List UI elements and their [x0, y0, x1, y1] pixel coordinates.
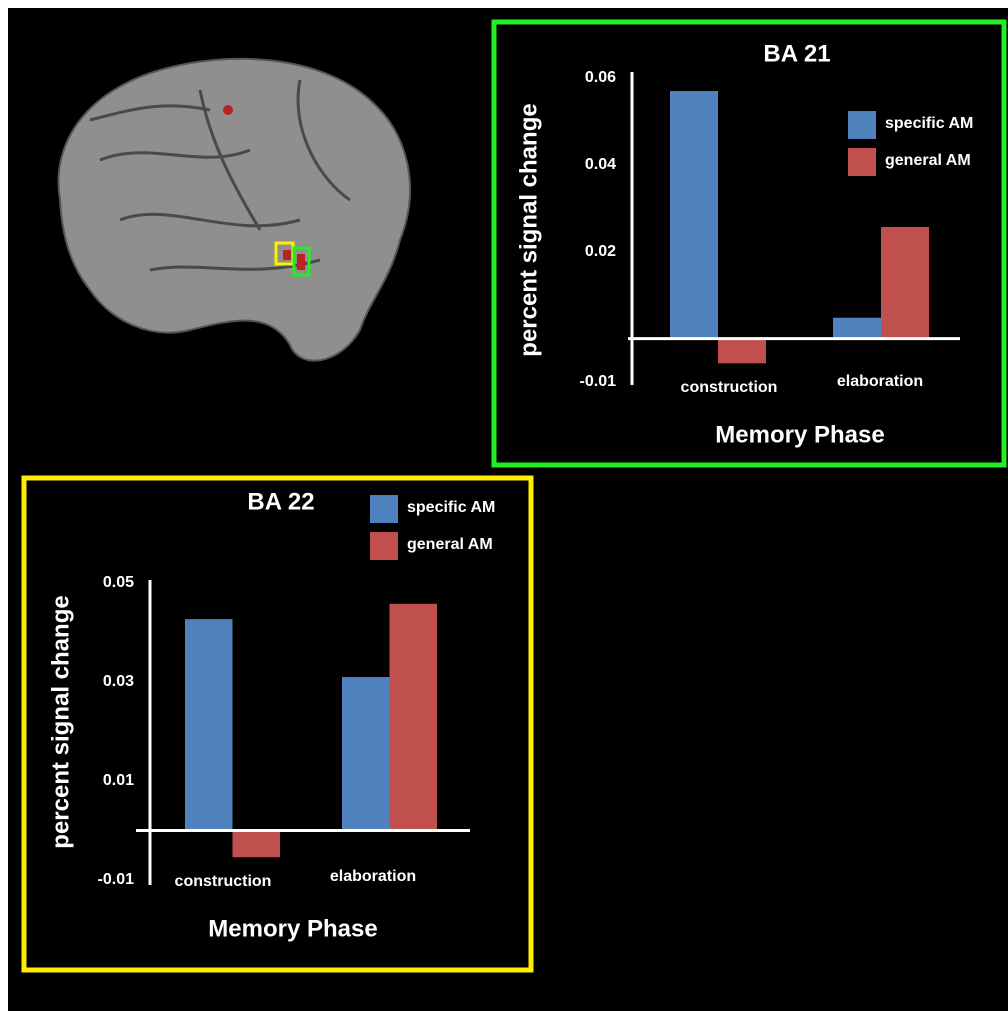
x-tick-label: elaboration [330, 868, 416, 885]
y-tick-label: 0.01 [103, 772, 134, 789]
legend-label: specific AM [885, 115, 973, 132]
y-tick-label: 0.03 [103, 673, 134, 690]
bar [185, 619, 233, 831]
bar [232, 830, 280, 858]
y-tick-label: -0.01 [580, 373, 617, 390]
chart-title: BA 22 [247, 488, 314, 515]
legend-swatch [370, 495, 398, 523]
bar [389, 603, 437, 831]
bar [833, 317, 881, 339]
y-tick-label: 0.02 [585, 243, 616, 260]
chart-frame [491, 19, 1007, 468]
x-tick-label: construction [175, 873, 272, 890]
legend-swatch [370, 532, 398, 560]
chart-frame [21, 475, 534, 973]
x-tick-label: elaboration [837, 373, 923, 390]
y-axis-title: percent signal change [47, 595, 74, 848]
chart-title: BA 21 [763, 40, 830, 67]
bar [881, 226, 929, 339]
y-tick-label: -0.01 [98, 871, 135, 888]
bar [670, 91, 718, 339]
y-tick-label: 0.05 [103, 574, 134, 591]
bar [342, 677, 390, 831]
y-tick-label: 0.04 [585, 156, 616, 173]
y-tick-label: 0.06 [585, 69, 616, 86]
brain-image [57, 57, 411, 362]
legend-label: specific AM [407, 499, 495, 516]
legend-label: general AM [407, 536, 493, 553]
x-tick-label: construction [681, 379, 778, 396]
x-axis-title: Memory Phase [715, 421, 884, 448]
y-axis-title: percent signal change [515, 103, 542, 356]
legend-label: general AM [885, 152, 971, 169]
x-axis-title: Memory Phase [208, 915, 377, 942]
legend-swatch [848, 148, 876, 176]
bar [718, 338, 766, 364]
legend-swatch [848, 111, 876, 139]
